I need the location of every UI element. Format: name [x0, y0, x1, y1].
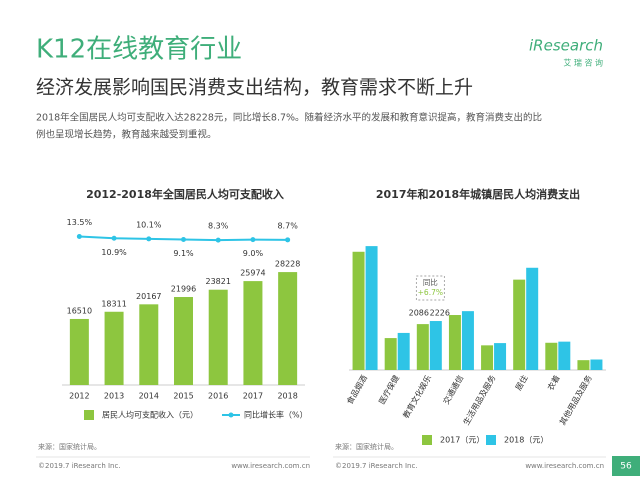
bar	[243, 281, 263, 385]
bar	[481, 345, 494, 370]
legend-label: 2018（元）	[504, 436, 548, 445]
logo: iResearch	[529, 37, 603, 55]
line-point	[146, 236, 152, 242]
bar	[174, 297, 193, 385]
bar	[397, 332, 410, 370]
source: 来源：国家统计局。	[38, 442, 101, 451]
x-tick-label: 交通通信	[441, 373, 466, 406]
bar-label: 2086	[409, 309, 429, 318]
footer-copyright: ©2019.7 iResearch Inc.	[38, 462, 121, 470]
bar	[429, 321, 442, 370]
header-title: K12在线教育行业	[36, 35, 242, 65]
line-label: 13.5%	[67, 218, 93, 227]
bar	[384, 338, 397, 370]
bar-label: 2226	[430, 309, 450, 318]
line-label: 10.1%	[136, 220, 162, 229]
bar	[208, 289, 228, 385]
bar	[139, 304, 159, 385]
bar-label: 20167	[136, 292, 161, 301]
bar-label: 23821	[205, 277, 230, 286]
bar	[104, 311, 124, 385]
x-tick-label: 2016	[208, 392, 228, 401]
line-label: 10.9%	[101, 248, 127, 257]
bar	[526, 267, 539, 370]
bar-label: 21996	[171, 285, 196, 294]
legend-swatch	[486, 435, 496, 445]
x-tick-label: 衣着	[545, 373, 562, 392]
line-point	[250, 237, 256, 243]
bar	[365, 246, 378, 370]
bar	[352, 251, 365, 370]
bar	[448, 315, 461, 370]
line-label: 9.1%	[173, 249, 194, 258]
chart-title: 2012-2018年全国居民人均可支配收入	[86, 187, 284, 201]
bar	[416, 324, 429, 370]
page-number: 56	[620, 462, 632, 472]
legend-label: 2017（元）	[440, 436, 484, 445]
legend-label: 居民人均可支配收入（元）	[102, 410, 198, 420]
x-tick-label: 2013	[104, 392, 124, 401]
line-point	[285, 237, 291, 243]
line-point	[181, 237, 186, 243]
x-tick-label: 2014	[139, 392, 159, 401]
line-label: 8.7%	[277, 221, 298, 230]
bar-label: 25974	[240, 269, 265, 278]
annotation: 同比	[423, 277, 438, 287]
legend-swatch	[228, 412, 234, 418]
x-tick-label: 教育文化娱乐	[401, 373, 434, 420]
bar	[494, 343, 507, 370]
footer-url: www.iresearch.com.cn	[525, 462, 604, 470]
x-tick-label: 2015	[173, 392, 193, 401]
bar	[558, 341, 571, 370]
x-tick-label: 医疗保健	[376, 373, 401, 406]
source: 来源：国家统计局。	[335, 442, 398, 451]
legend-swatch	[422, 435, 432, 445]
line-label: 8.3%	[208, 222, 229, 231]
paragraph-line: 2018年全国居民人均可支配收入达28228元，同比增长8.7%。随着经济水平的…	[36, 112, 542, 124]
line-point	[76, 233, 82, 239]
x-tick-label: 2017	[243, 392, 263, 401]
line-point	[111, 235, 117, 241]
bar	[513, 279, 526, 370]
x-tick-label: 食品烟酒	[344, 373, 369, 406]
x-tick-label: 居住	[513, 373, 530, 392]
chart-title: 2017年和2018年城镇居民人均消费支出	[376, 187, 580, 201]
footer-url: www.iresearch.com.cn	[231, 462, 310, 470]
annotation: +6.7%	[418, 288, 443, 297]
bar-label: 16510	[67, 306, 92, 315]
line-label: 9.0%	[243, 249, 264, 258]
line-point	[215, 237, 221, 243]
x-tick-label: 生活用品及服务	[461, 373, 498, 426]
legend-swatch	[84, 410, 94, 420]
subtitle: 经济发展影响国民消费支出结构，教育需求不断上升	[36, 77, 473, 99]
bar	[69, 318, 89, 385]
bar-label: 18311	[101, 299, 126, 308]
x-tick-label: 2018	[277, 392, 297, 401]
bar-label: 28228	[275, 260, 300, 269]
bar	[577, 360, 590, 370]
bar	[461, 311, 474, 370]
logo-sub: 艾 瑞 咨 询	[563, 58, 603, 68]
bar	[278, 272, 298, 385]
x-tick-label: 其他用品及服务	[557, 373, 594, 426]
x-tick-label: 2012	[69, 392, 89, 401]
legend-label: 同比增长率（%）	[244, 410, 308, 420]
paragraph-line: 例也呈现增长趋势，教育越来越受到重视。	[36, 129, 217, 141]
bar	[590, 359, 603, 370]
footer-copyright: ©2019.7 iResearch Inc.	[335, 462, 418, 470]
page-badge	[612, 456, 640, 476]
bar	[545, 342, 558, 370]
annotation-box	[415, 275, 445, 301]
